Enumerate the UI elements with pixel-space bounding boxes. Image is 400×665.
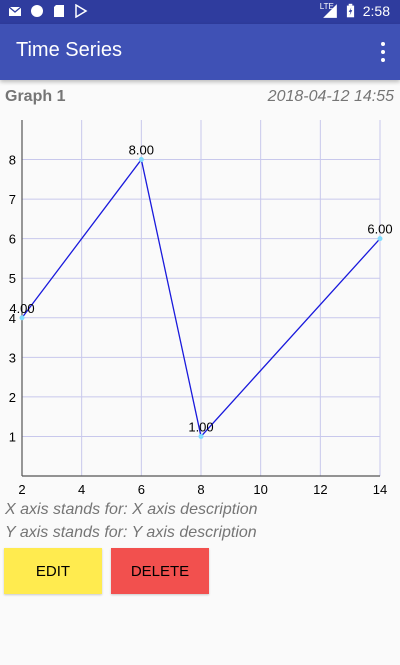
data-label: 1.00 [188, 419, 213, 434]
graph-name: Graph 1 [5, 88, 66, 105]
y-axis-description: Y axis stands for: Y axis description [5, 524, 257, 541]
x-tick-label: 6 [138, 482, 145, 497]
circle-icon [31, 5, 43, 17]
delete-button[interactable]: DELETE [111, 548, 209, 594]
data-label: 8.00 [129, 143, 154, 158]
mail-icon [8, 6, 22, 16]
play-store-icon [75, 4, 88, 18]
y-tick-label: 6 [9, 232, 16, 247]
y-tick-label: 5 [9, 271, 16, 286]
data-point [377, 236, 383, 242]
sd-card-icon [54, 5, 64, 17]
status-time: 2:58 [362, 3, 390, 19]
x-tick-label: 12 [313, 482, 327, 497]
more-vert-icon[interactable] [380, 42, 386, 62]
battery-icon [346, 3, 354, 18]
y-tick-label: 2 [9, 390, 16, 405]
x-tick-label: 2 [18, 482, 25, 497]
y-tick-label: 7 [9, 192, 16, 207]
x-tick-label: 8 [197, 482, 204, 497]
series-line [21, 158, 381, 438]
x-tick-label: 10 [253, 482, 267, 497]
data-label: 6.00 [367, 222, 392, 237]
app-bar: Time Series [0, 24, 400, 80]
data-point [198, 433, 204, 439]
app-title: Time Series [16, 39, 122, 61]
y-tick-label: 1 [9, 429, 16, 444]
y-tick-label: 4 [9, 311, 16, 326]
status-bar: LTE 2:58 [0, 0, 400, 24]
graph-date: 2018-04-12 14:55 [267, 88, 394, 105]
data-point [138, 157, 144, 163]
x-tick-label: 14 [373, 482, 387, 497]
edit-button[interactable]: EDIT [4, 548, 102, 594]
x-axis-description: X axis stands for: X axis description [5, 501, 258, 518]
network-indicator: LTE [319, 2, 334, 11]
data-point [19, 315, 25, 321]
data-label: 4.00 [9, 301, 34, 316]
x-tick-label: 4 [78, 482, 85, 497]
y-tick-label: 8 [9, 153, 16, 168]
y-tick-label: 3 [9, 350, 16, 365]
signal-icon [322, 4, 337, 18]
